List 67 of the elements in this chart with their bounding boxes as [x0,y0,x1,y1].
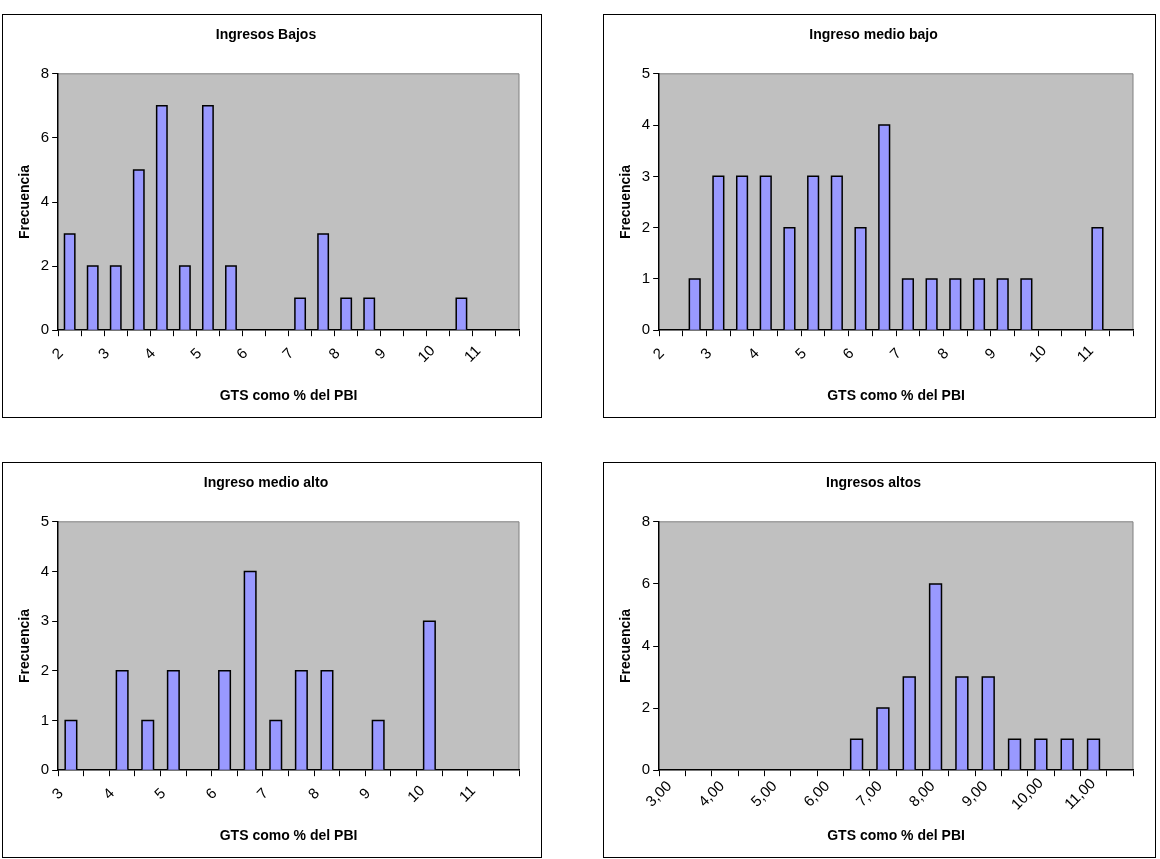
x-tick-label: 5 [186,344,205,363]
x-tick-label: 9 [980,344,999,363]
y-tick-label: 4 [40,192,50,210]
x-axis-title: GTS como % del PBI [827,827,965,844]
y-tick-label: 2 [40,256,50,274]
y-tick-label: 5 [641,63,651,81]
y-axis-title: Frecuencia [16,164,33,239]
y-tick-label: 3 [40,611,50,629]
x-tick-label: 7 [278,344,297,363]
y-tick-label: 0 [40,320,50,338]
x-tick-label: 4 [99,784,118,803]
x-tick-label: 6 [232,344,251,363]
y-tick-label: 0 [641,320,651,338]
x-tick-label: 4 [743,344,762,363]
y-tick-label: 0 [40,760,50,778]
y-tick-label: 1 [40,710,50,728]
x-tick-label: 10 [403,781,428,806]
x-tick-label: 6,00 [799,776,833,810]
x-tick-label: 3,00 [641,776,675,810]
x-tick-label: 9 [370,344,389,363]
y-tick-label: 4 [641,115,651,133]
y-axis-title: Frecuencia [617,608,634,683]
x-tick-label: 9,00 [957,776,991,810]
x-tick-label: 4,00 [694,776,728,810]
y-axis-title: Frecuencia [617,164,634,239]
x-tick-label: 5,00 [747,776,780,810]
chart-title: Ingreso medio alto [203,474,329,491]
x-tick-label: 6 [838,344,857,363]
x-tick-label: 8,00 [905,776,938,810]
x-tick-label: 8 [304,784,323,803]
y-tick-label: 4 [40,561,50,579]
x-tick-label: 3 [94,344,113,363]
y-tick-label: 5 [40,511,50,529]
y-tick-label: 6 [40,128,50,146]
chart-title: Ingresos altos [826,474,922,491]
x-tick-label: 11 [1073,341,1097,365]
x-tick-label: 4 [140,344,159,363]
x-axis-title: GTS como % del PBI [827,387,965,404]
x-tick-label: 7,00 [852,776,886,810]
y-tick-label: 2 [641,217,651,235]
x-tick-label: 5 [150,784,169,803]
x-tick-label: 11 [455,781,479,805]
x-tick-label: 9 [355,784,374,803]
y-tick-label: 2 [641,698,651,716]
x-tick-label: 11 [460,341,484,365]
chart-title: Ingresos Bajos [215,26,317,43]
x-tick-label: 6 [201,784,220,803]
y-tick-label: 2 [40,660,50,678]
x-tick-label: 7 [253,784,271,803]
y-tick-label: 4 [641,636,651,654]
x-tick-label: 7 [886,344,905,363]
x-tick-label: 8 [933,344,952,363]
x-axis-title: GTS como % del PBI [219,387,358,404]
y-tick-label: 1 [641,269,651,287]
y-tick-label: 0 [641,760,651,778]
x-tick-label: 8 [324,344,343,363]
x-tick-label: 5 [791,344,810,363]
y-tick-label: 6 [641,574,651,592]
x-axis-title: GTS como % del PBI [219,827,358,844]
x-tick-label: 10 [1025,341,1050,366]
x-tick-label: 3 [696,344,715,363]
chart-title: Ingreso medio bajo [809,26,938,43]
y-axis-title: Frecuencia [16,608,33,683]
y-tick-label: 3 [641,166,651,184]
x-tick-label: 10 [413,341,438,366]
y-tick-label: 8 [40,63,50,81]
y-tick-label: 8 [641,511,651,529]
